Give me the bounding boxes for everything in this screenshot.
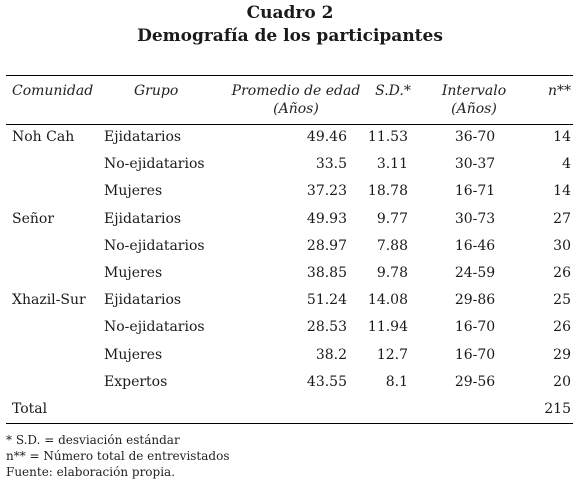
header-intervalo-label: Intervalo: [441, 83, 507, 99]
cell-promedio: 38.2: [315, 346, 347, 363]
cell-intervalo: 30-73: [454, 210, 496, 227]
cell-promedio: 37.23: [306, 183, 347, 200]
caption-number: Cuadro 2: [246, 3, 334, 23]
table-row: Xhazil-Sur Ejidatarios 51.24 14.08 29-86 25: [6, 287, 573, 314]
cell-sd: 8.1: [385, 373, 408, 390]
cell-promedio: 49.46: [306, 129, 347, 145]
note-sd: * S.D. = desviación estándar: [6, 433, 180, 447]
cell-grupo: Mujeres: [104, 264, 163, 281]
cell-sd: 14.08: [367, 292, 408, 309]
cell-sd: 9.78: [376, 264, 408, 281]
bottom-rule: [6, 423, 573, 424]
table-row: Expertos 43.55 8.1 29-56 20: [6, 369, 573, 396]
cell-intervalo: 16-70: [454, 346, 496, 363]
header-grupo: Grupo: [134, 83, 179, 99]
header-n: n**: [547, 83, 571, 99]
cell-intervalo: 30-37: [454, 156, 496, 173]
cell-n: 26: [553, 319, 571, 336]
note-n: n** = Número total de entrevistados: [6, 449, 230, 463]
table-row: Señor Ejidatarios 49.93 9.77 30-73 27: [6, 206, 573, 233]
note-source: Fuente: elaboración propia.: [6, 465, 176, 479]
cell-grupo: Ejidatarios: [104, 129, 182, 145]
cell-promedio: 43.55: [306, 373, 347, 390]
cell-promedio: 49.93: [306, 210, 347, 227]
cell-promedio: 51.24: [306, 292, 347, 309]
cell-intervalo: 16-70: [454, 319, 496, 336]
cell-intervalo: 36-70: [454, 129, 496, 145]
header-intervalo-unit: (Años): [451, 101, 497, 117]
cell-sd: 12.7: [376, 346, 408, 363]
total-label: Total: [12, 400, 48, 417]
header-comunidad: Comunidad: [12, 83, 94, 99]
table-row: No-ejidatarios 28.53 11.94 16-70 26: [6, 314, 573, 341]
table-row: Mujeres 38.85 9.78 24-59 26: [6, 260, 573, 287]
cell-promedio: 38.85: [306, 264, 347, 281]
cell-intervalo: 29-86: [454, 292, 496, 309]
table-notes: * S.D. = desviación estándar n** = Númer…: [6, 432, 229, 480]
table-header: Comunidad Grupo Promedio de edad (Años) …: [6, 79, 573, 124]
table-row: Mujeres 38.2 12.7 16-70 29: [6, 342, 573, 369]
cell-sd: 3.11: [376, 156, 408, 173]
cell-n: 29: [553, 346, 571, 363]
cell-intervalo: 16-71: [454, 183, 496, 200]
cell-intervalo: 24-59: [454, 264, 496, 281]
cell-n: 27: [553, 210, 571, 227]
cell-sd: 18.78: [367, 183, 408, 200]
table-body: Noh Cah Ejidatarios 49.46 11.53 36-70 14 No-ej…: [6, 124, 573, 396]
header-sd: S.D.*: [375, 83, 411, 99]
cell-sd: 11.53: [367, 129, 408, 145]
cell-intervalo: 29-56: [454, 373, 496, 390]
table-caption: Cuadro 2 Demografía de los participantes: [0, 2, 580, 48]
cell-sd: 7.88: [376, 237, 408, 254]
cell-grupo: Ejidatarios: [104, 210, 182, 227]
cell-n: 30: [553, 237, 571, 254]
cell-sd: 9.77: [376, 210, 408, 227]
cell-promedio: 33.5: [315, 156, 347, 173]
table-row: No-ejidatarios 28.97 7.88 16-46 30: [6, 233, 573, 260]
cell-intervalo: 16-46: [454, 237, 496, 254]
demographics-table: Comunidad Grupo Promedio de edad (Años) …: [6, 79, 573, 423]
table-row: Mujeres 37.23 18.78 16-71 14: [6, 178, 573, 205]
table-row: Noh Cah Ejidatarios 49.46 11.53 36-70 14: [6, 124, 573, 151]
cell-grupo: No-ejidatarios: [104, 156, 205, 173]
cell-comunidad: Xhazil-Sur: [12, 292, 86, 309]
cell-n: 4: [562, 156, 571, 173]
caption-title: Demografía de los participantes: [137, 26, 443, 46]
cell-promedio: 28.97: [306, 237, 347, 254]
cell-grupo: No-ejidatarios: [104, 237, 205, 254]
cell-comunidad: Señor: [12, 210, 55, 227]
total-n: 215: [544, 400, 571, 417]
header-promedio-label: Promedio de edad: [231, 83, 361, 99]
cell-grupo: Ejidatarios: [104, 292, 182, 309]
cell-grupo: No-ejidatarios: [104, 319, 205, 336]
header-promedio: Promedio de edad (Años): [216, 82, 376, 118]
top-rule: [6, 75, 573, 76]
cell-promedio: 28.53: [306, 319, 347, 336]
cell-n: 14: [553, 129, 571, 145]
cell-grupo: Mujeres: [104, 183, 163, 200]
header-rule: [6, 124, 573, 125]
cell-n: 26: [553, 264, 571, 281]
cell-comunidad: Noh Cah: [12, 129, 75, 145]
header-promedio-unit: (Años): [273, 101, 319, 117]
cell-n: 14: [553, 183, 571, 200]
total-row: Total 215: [6, 396, 573, 423]
cell-n: 20: [553, 373, 571, 390]
header-intervalo: Intervalo (Años): [436, 82, 512, 118]
cell-grupo: Expertos: [104, 373, 168, 390]
cell-n: 25: [553, 292, 571, 309]
table-row: No-ejidatarios 33.5 3.11 30-37 4: [6, 151, 573, 178]
cell-grupo: Mujeres: [104, 346, 163, 363]
cell-sd: 11.94: [367, 319, 408, 336]
